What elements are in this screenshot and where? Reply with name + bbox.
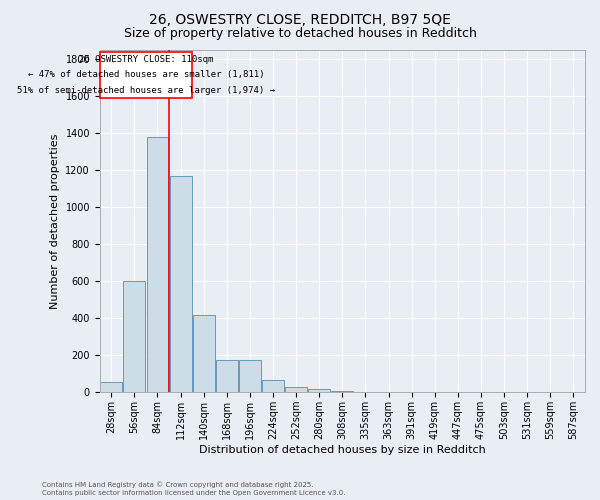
Text: Size of property relative to detached houses in Redditch: Size of property relative to detached ho…: [124, 28, 476, 40]
Bar: [262, 380, 284, 392]
Bar: [146, 137, 169, 392]
Text: 26, OSWESTRY CLOSE, REDDITCH, B97 5QE: 26, OSWESTRY CLOSE, REDDITCH, B97 5QE: [149, 12, 451, 26]
Bar: [308, 388, 330, 392]
Bar: [100, 382, 122, 392]
Bar: [216, 360, 238, 392]
X-axis label: Distribution of detached houses by size in Redditch: Distribution of detached houses by size …: [199, 445, 486, 455]
Text: ← 47% of detached houses are smaller (1,811): ← 47% of detached houses are smaller (1,…: [28, 70, 264, 80]
Text: 26 OSWESTRY CLOSE: 110sqm: 26 OSWESTRY CLOSE: 110sqm: [79, 55, 213, 64]
Bar: [124, 282, 145, 393]
Text: Contains public sector information licensed under the Open Government Licence v3: Contains public sector information licen…: [42, 490, 346, 496]
FancyBboxPatch shape: [100, 52, 191, 98]
Bar: [193, 314, 215, 392]
Text: Contains HM Land Registry data © Crown copyright and database right 2025.: Contains HM Land Registry data © Crown c…: [42, 481, 314, 488]
Bar: [170, 176, 191, 392]
Bar: [239, 360, 261, 392]
Y-axis label: Number of detached properties: Number of detached properties: [50, 134, 60, 309]
Bar: [285, 387, 307, 392]
Text: 51% of semi-detached houses are larger (1,974) →: 51% of semi-detached houses are larger (…: [17, 86, 275, 95]
